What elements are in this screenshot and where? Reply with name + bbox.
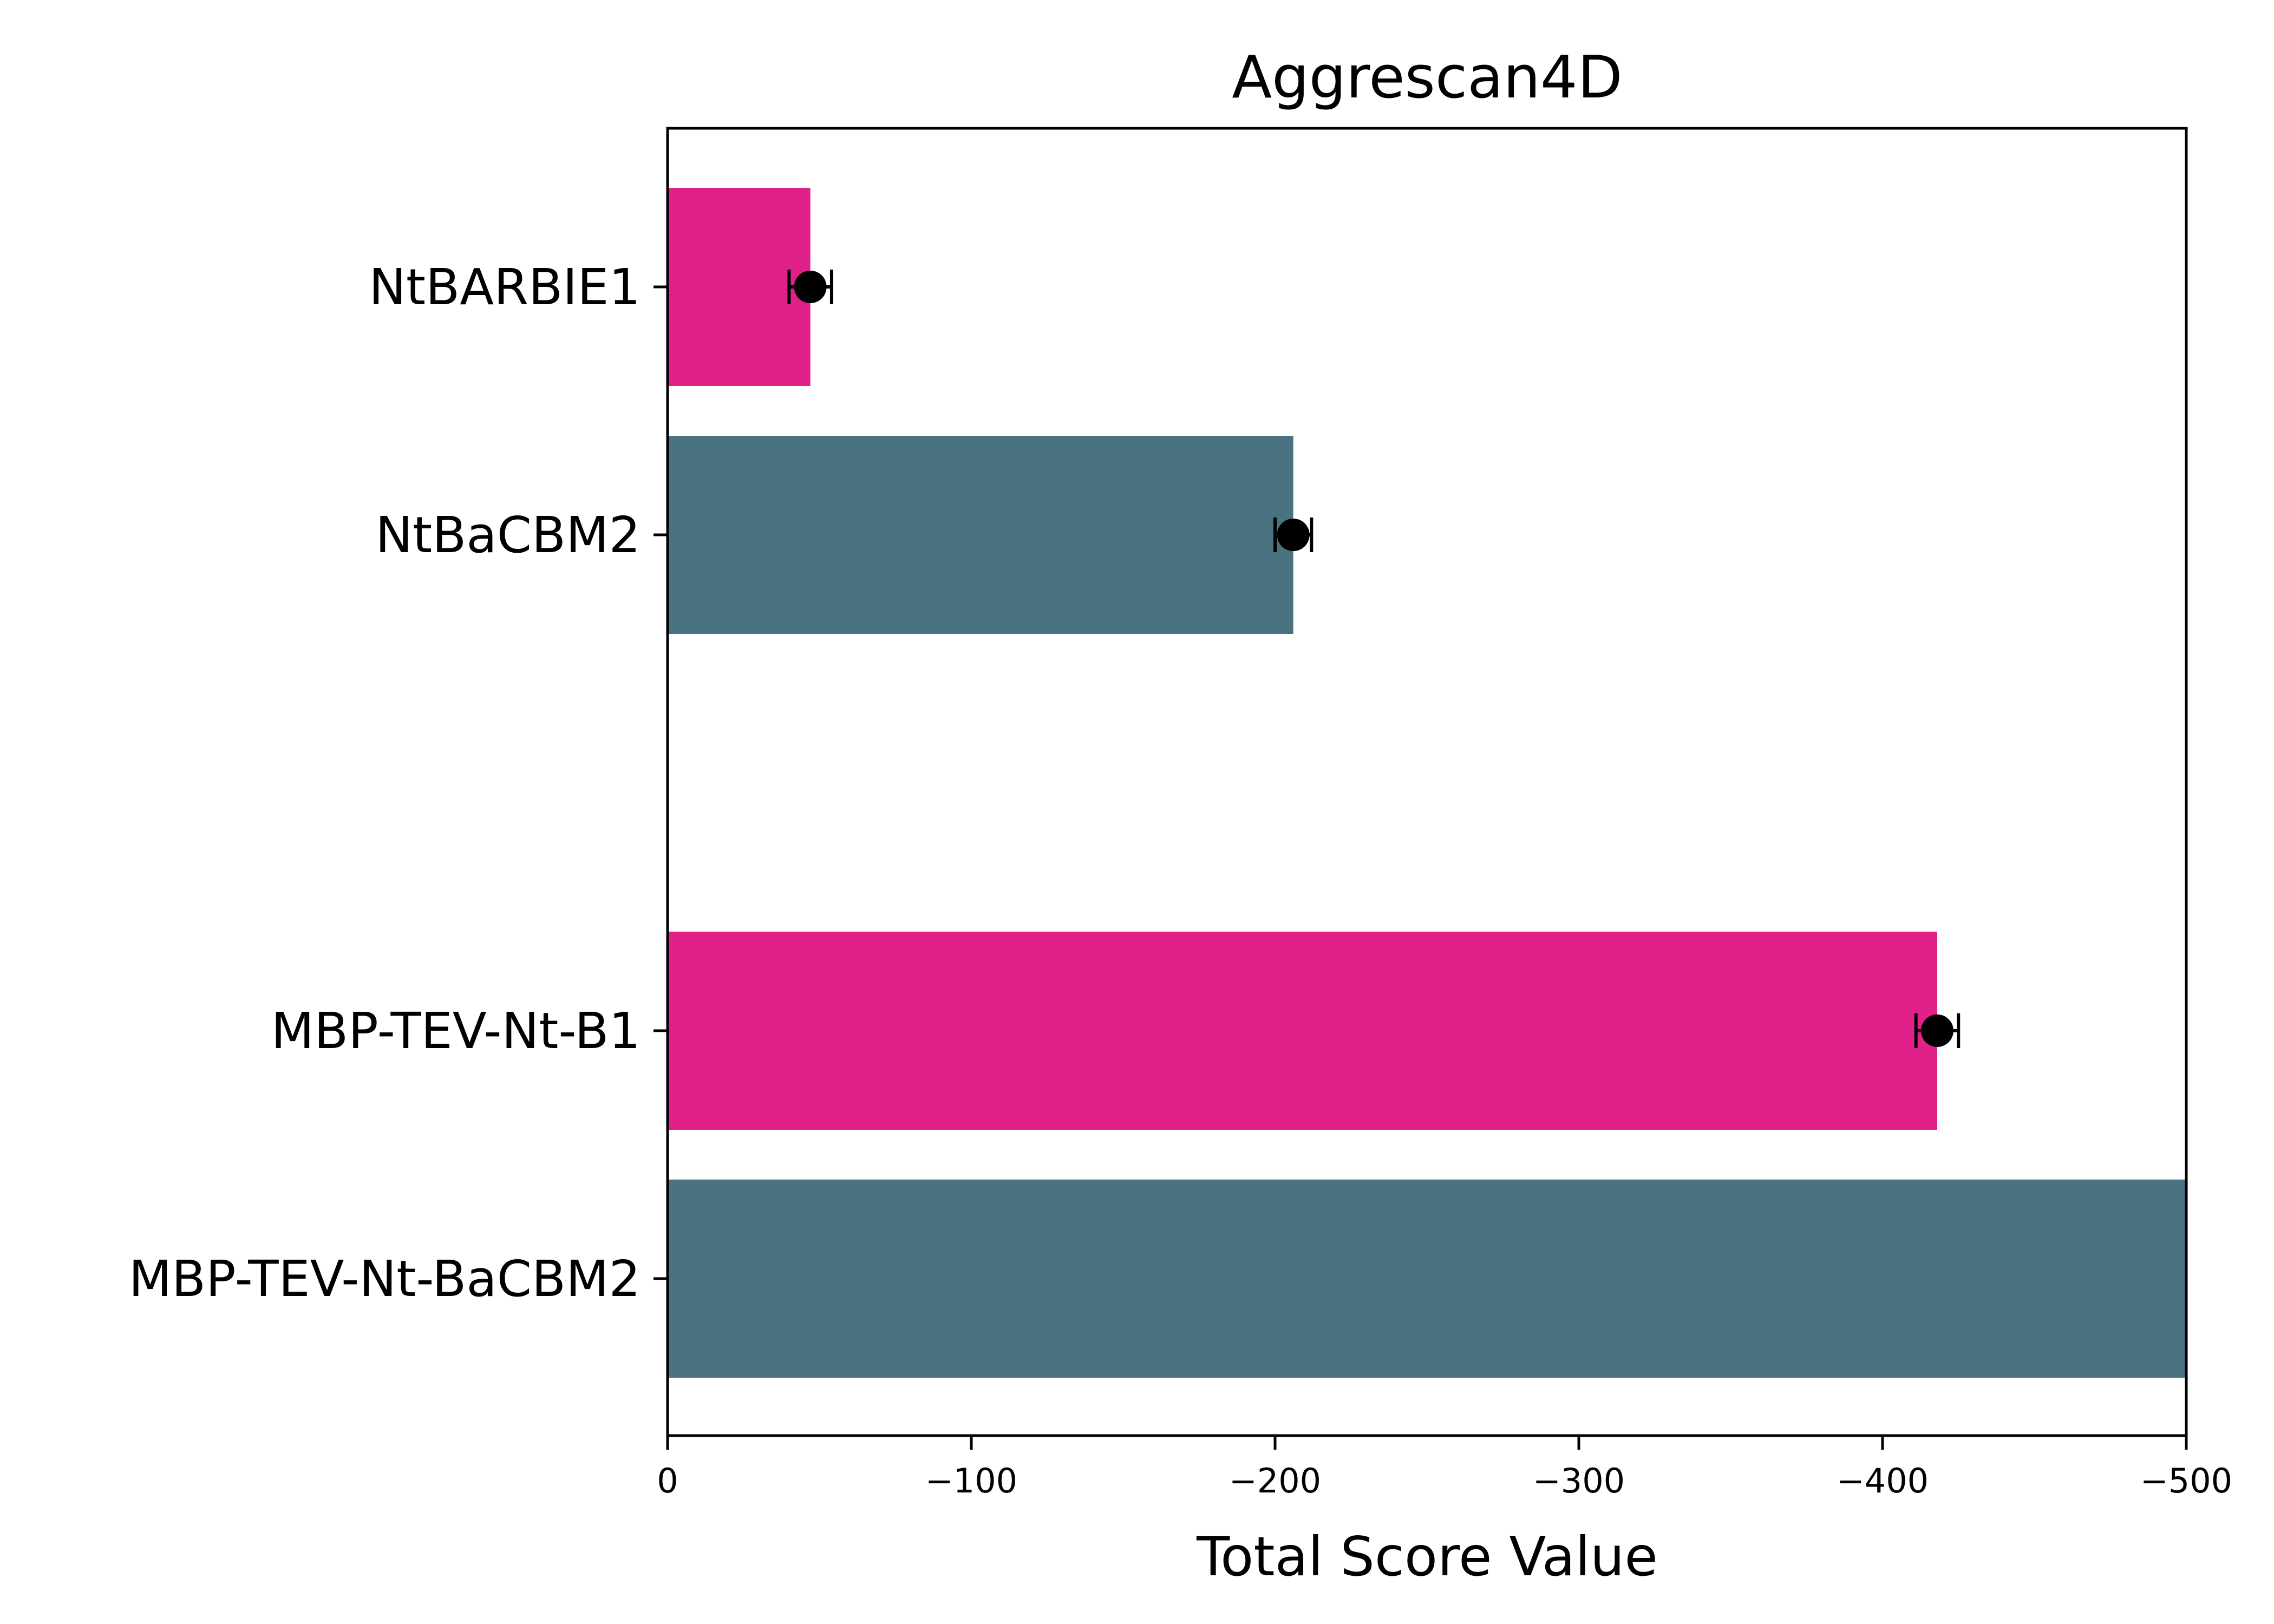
- xtick-label: −400: [1837, 1461, 1929, 1501]
- x-axis-label: Total Score Value: [1196, 1525, 1658, 1588]
- xtick-label: −500: [2140, 1461, 2232, 1501]
- point-ntbarbie1: [794, 271, 827, 303]
- plot-frame: [666, 127, 2188, 1437]
- ytick-label-mbp-tev-nt-b1: MBP-TEV-Nt-B1: [271, 1002, 641, 1060]
- xtick-label: −100: [925, 1461, 1017, 1501]
- x-axis: 0 −100 −200 −300 −400 −500: [657, 1436, 2232, 1501]
- bar-ntbarbie1: [668, 188, 811, 386]
- error-bars-layer: [787, 270, 1961, 1048]
- y-axis: NtBARBIE1 NtBaCBM2 MBP-TEV-Nt-B1 MBP-TEV-Nt…: [129, 258, 668, 1308]
- point-ntbacbm2: [1277, 519, 1310, 551]
- ytick-label-mbp-tev-nt-bacbm2: MBP-TEV-Nt-BaCBM2: [129, 1250, 641, 1308]
- point-mbp-tev-nt-b1: [1920, 1014, 1953, 1047]
- ytick-label-ntbacbm2: NtBaCBM2: [375, 506, 641, 564]
- bar-ntbacbm2: [668, 436, 1293, 634]
- ytick-label-ntbarbie1: NtBARBIE1: [369, 258, 641, 316]
- xtick-label: 0: [657, 1461, 678, 1501]
- bars-layer: [668, 188, 2186, 1378]
- chart-title: Aggrescan4D: [1232, 44, 1623, 112]
- xtick-label: −200: [1229, 1461, 1321, 1501]
- bar-mbp-tev-nt-bacbm2: [668, 1180, 2186, 1378]
- xtick-label: −300: [1533, 1461, 1625, 1501]
- bar-mbp-tev-nt-b1: [668, 932, 1937, 1130]
